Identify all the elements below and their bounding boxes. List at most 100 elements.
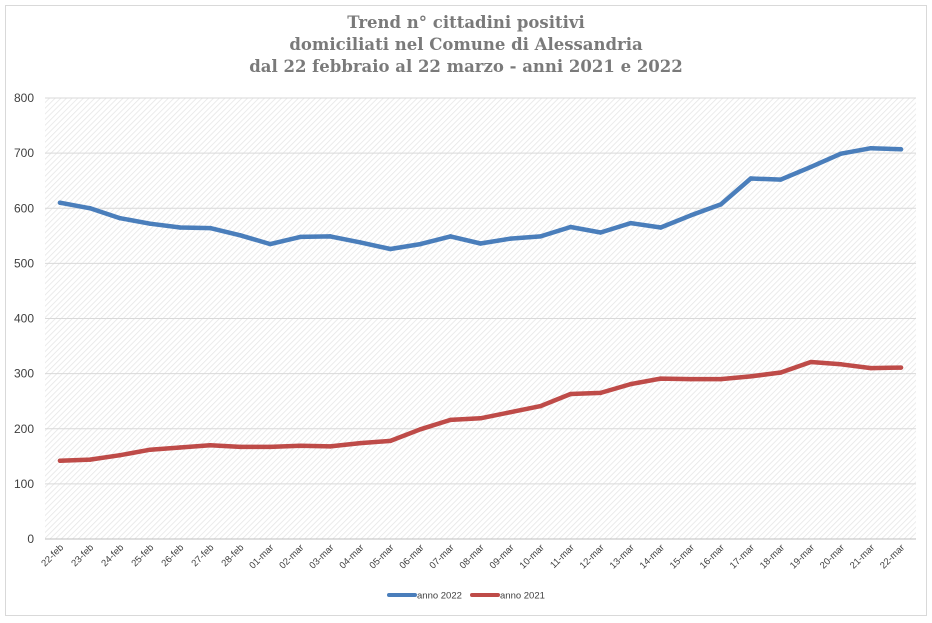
x-tick-label: 06-mar (397, 542, 426, 571)
y-tick-label: 700 (14, 146, 34, 160)
x-tick-label: 22-feb (39, 542, 66, 569)
data-point (87, 457, 93, 462)
data-point (358, 440, 363, 446)
y-tick-label: 800 (14, 91, 34, 105)
data-point (658, 225, 663, 230)
x-tick-label: 02-mar (277, 542, 306, 571)
x-tick-label: 08-mar (458, 542, 487, 571)
data-point (448, 234, 453, 239)
chart-title-line-3: dal 22 febbraio al 22 marzo - anni 2021 … (249, 57, 683, 76)
x-axis: 22-feb 23-feb 24-feb 25-feb 26-feb 27-feb 28-f… (39, 542, 907, 571)
data-point (418, 241, 423, 247)
x-tick-label: 05-mar (367, 542, 396, 571)
data-point (388, 246, 393, 252)
data-point (868, 365, 874, 371)
data-point (448, 417, 453, 423)
data-point (478, 416, 483, 421)
data-point (298, 443, 303, 449)
data-point (838, 151, 844, 156)
data-point (57, 458, 63, 463)
x-tick-label: 16-mar (698, 542, 727, 571)
x-tick-label: 21-mar (848, 542, 877, 571)
data-point (328, 444, 333, 449)
data-point (147, 221, 153, 226)
chart-title: Trend n° cittadini positivi domiciliati … (0, 12, 932, 78)
data-point (808, 359, 814, 365)
data-point (748, 374, 754, 379)
chart-title-line-1: Trend n° cittadini positivi (347, 13, 585, 32)
x-tick-label: 07-mar (428, 542, 457, 571)
data-point (838, 362, 844, 367)
data-point (478, 241, 483, 246)
data-point (147, 447, 153, 452)
x-tick-label: 20-mar (818, 542, 847, 571)
data-point (628, 381, 633, 387)
data-point (688, 213, 693, 218)
data-point (568, 224, 573, 230)
gridlines (45, 97, 916, 540)
data-point (778, 177, 784, 182)
x-tick-label: 26-feb (159, 542, 186, 569)
data-point (718, 202, 723, 207)
y-tick-label: 300 (14, 367, 34, 381)
y-axis: 0 100 200 300 400 500 600 700 800 (14, 91, 34, 546)
data-point (238, 444, 243, 450)
data-point (268, 444, 273, 450)
data-point (898, 365, 904, 370)
y-tick-label: 200 (14, 422, 34, 436)
data-point (508, 410, 513, 415)
data-point (418, 427, 423, 432)
x-tick-label: 04-mar (337, 542, 366, 571)
data-point (298, 234, 303, 240)
x-tick-label: 19-mar (788, 542, 817, 571)
x-tick-label: 27-feb (189, 542, 216, 569)
data-point (207, 443, 213, 448)
x-tick-label: 22-mar (878, 542, 907, 571)
data-point (628, 220, 633, 226)
data-point (598, 390, 603, 396)
data-point (868, 145, 874, 151)
x-tick-label: 03-mar (307, 542, 336, 571)
x-tick-label: 24-feb (99, 542, 126, 569)
data-point (508, 236, 513, 241)
data-point (898, 147, 904, 152)
x-tick-label: 12-mar (578, 542, 607, 571)
data-point (268, 241, 273, 247)
data-point (207, 225, 213, 231)
data-point (748, 176, 754, 181)
data-point (538, 234, 543, 239)
data-point (57, 200, 63, 205)
data-point (718, 376, 723, 382)
data-point (117, 215, 123, 221)
data-point (538, 403, 543, 409)
y-tick-label: 0 (27, 532, 34, 546)
x-tick-label: 10-mar (518, 542, 547, 571)
x-tick-label: 14-mar (638, 542, 667, 571)
x-tick-label: 11-mar (548, 542, 577, 571)
x-tick-label: 25-feb (129, 542, 156, 569)
data-point (808, 164, 814, 170)
x-tick-label: 28-feb (220, 542, 247, 569)
data-point (87, 206, 93, 211)
x-tick-label: 18-mar (758, 542, 787, 571)
data-point (658, 376, 663, 381)
data-point (328, 234, 333, 239)
y-tick-label: 100 (14, 477, 34, 491)
legend-label-1: anno 2022 (417, 591, 462, 602)
data-point (117, 453, 123, 458)
series-lines (57, 145, 904, 463)
y-tick-label: 400 (14, 312, 34, 326)
x-tick-label: 09-mar (488, 542, 517, 571)
data-point (177, 445, 183, 450)
data-point (688, 376, 693, 382)
y-tick-label: 600 (14, 201, 34, 215)
data-point (238, 233, 243, 238)
x-tick-label: 17-mar (728, 542, 757, 571)
x-tick-label: 15-mar (668, 542, 697, 571)
x-tick-label: 23-feb (69, 542, 96, 569)
data-point (568, 391, 573, 397)
x-tick-label: 01-mar (247, 542, 276, 571)
data-point (598, 230, 603, 235)
data-point (358, 240, 363, 245)
